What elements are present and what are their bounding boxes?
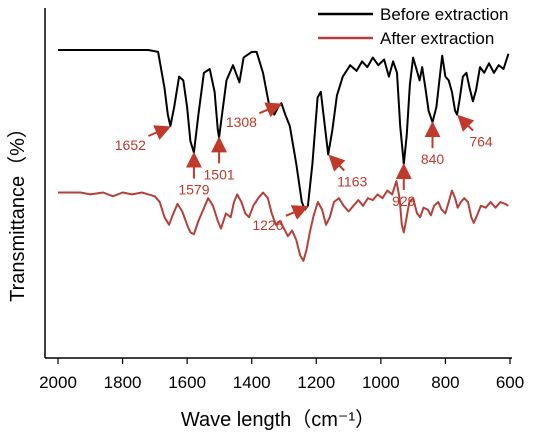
series-line-after-extraction (58, 180, 509, 262)
x-tick-label-1600: 1600 (168, 373, 206, 392)
annotation-arrow-1308 (259, 102, 283, 118)
annotation-label-1308: 1308 (226, 114, 257, 130)
annotation-arrow-1652 (147, 125, 172, 141)
x-tick-label-2000: 2000 (39, 373, 77, 392)
series-line-before-extraction (58, 49, 510, 211)
annotation-arrow-764 (457, 114, 475, 132)
annotation-label-1652: 1652 (115, 137, 146, 153)
legend-label-after: After extraction (380, 29, 494, 48)
series-layer (58, 49, 510, 262)
x-tick-group: 2000 1800 1600 1400 1200 1000 800 600 (39, 358, 524, 392)
annotation-label-1579: 1579 (178, 182, 209, 198)
x-tick-label-800: 800 (431, 373, 459, 392)
x-axis-title: Wave length（cm⁻¹） (181, 408, 375, 431)
legend-label-before: Before extraction (380, 5, 509, 24)
x-tick-label-1400: 1400 (233, 373, 271, 392)
annotation-label-840: 840 (421, 151, 445, 167)
annotation-arrow-1226 (285, 205, 309, 220)
x-tick-label-1000: 1000 (362, 373, 400, 392)
annotation-label-1163: 1163 (337, 174, 367, 190)
annotation-arrow-1163 (328, 154, 346, 172)
x-tick-label-1800: 1800 (104, 373, 142, 392)
annotation-label-1226: 1226 (252, 217, 283, 233)
x-tick-label-600: 600 (496, 373, 524, 392)
legend: Before extraction After extraction (318, 5, 509, 48)
annotation-label-1501: 1501 (204, 166, 235, 182)
y-axis-title: Transmittance（%） (6, 118, 29, 302)
annotation-label-764: 764 (469, 134, 493, 150)
x-tick-label-1200: 1200 (297, 373, 335, 392)
annotation-label-929: 929 (392, 193, 416, 209)
